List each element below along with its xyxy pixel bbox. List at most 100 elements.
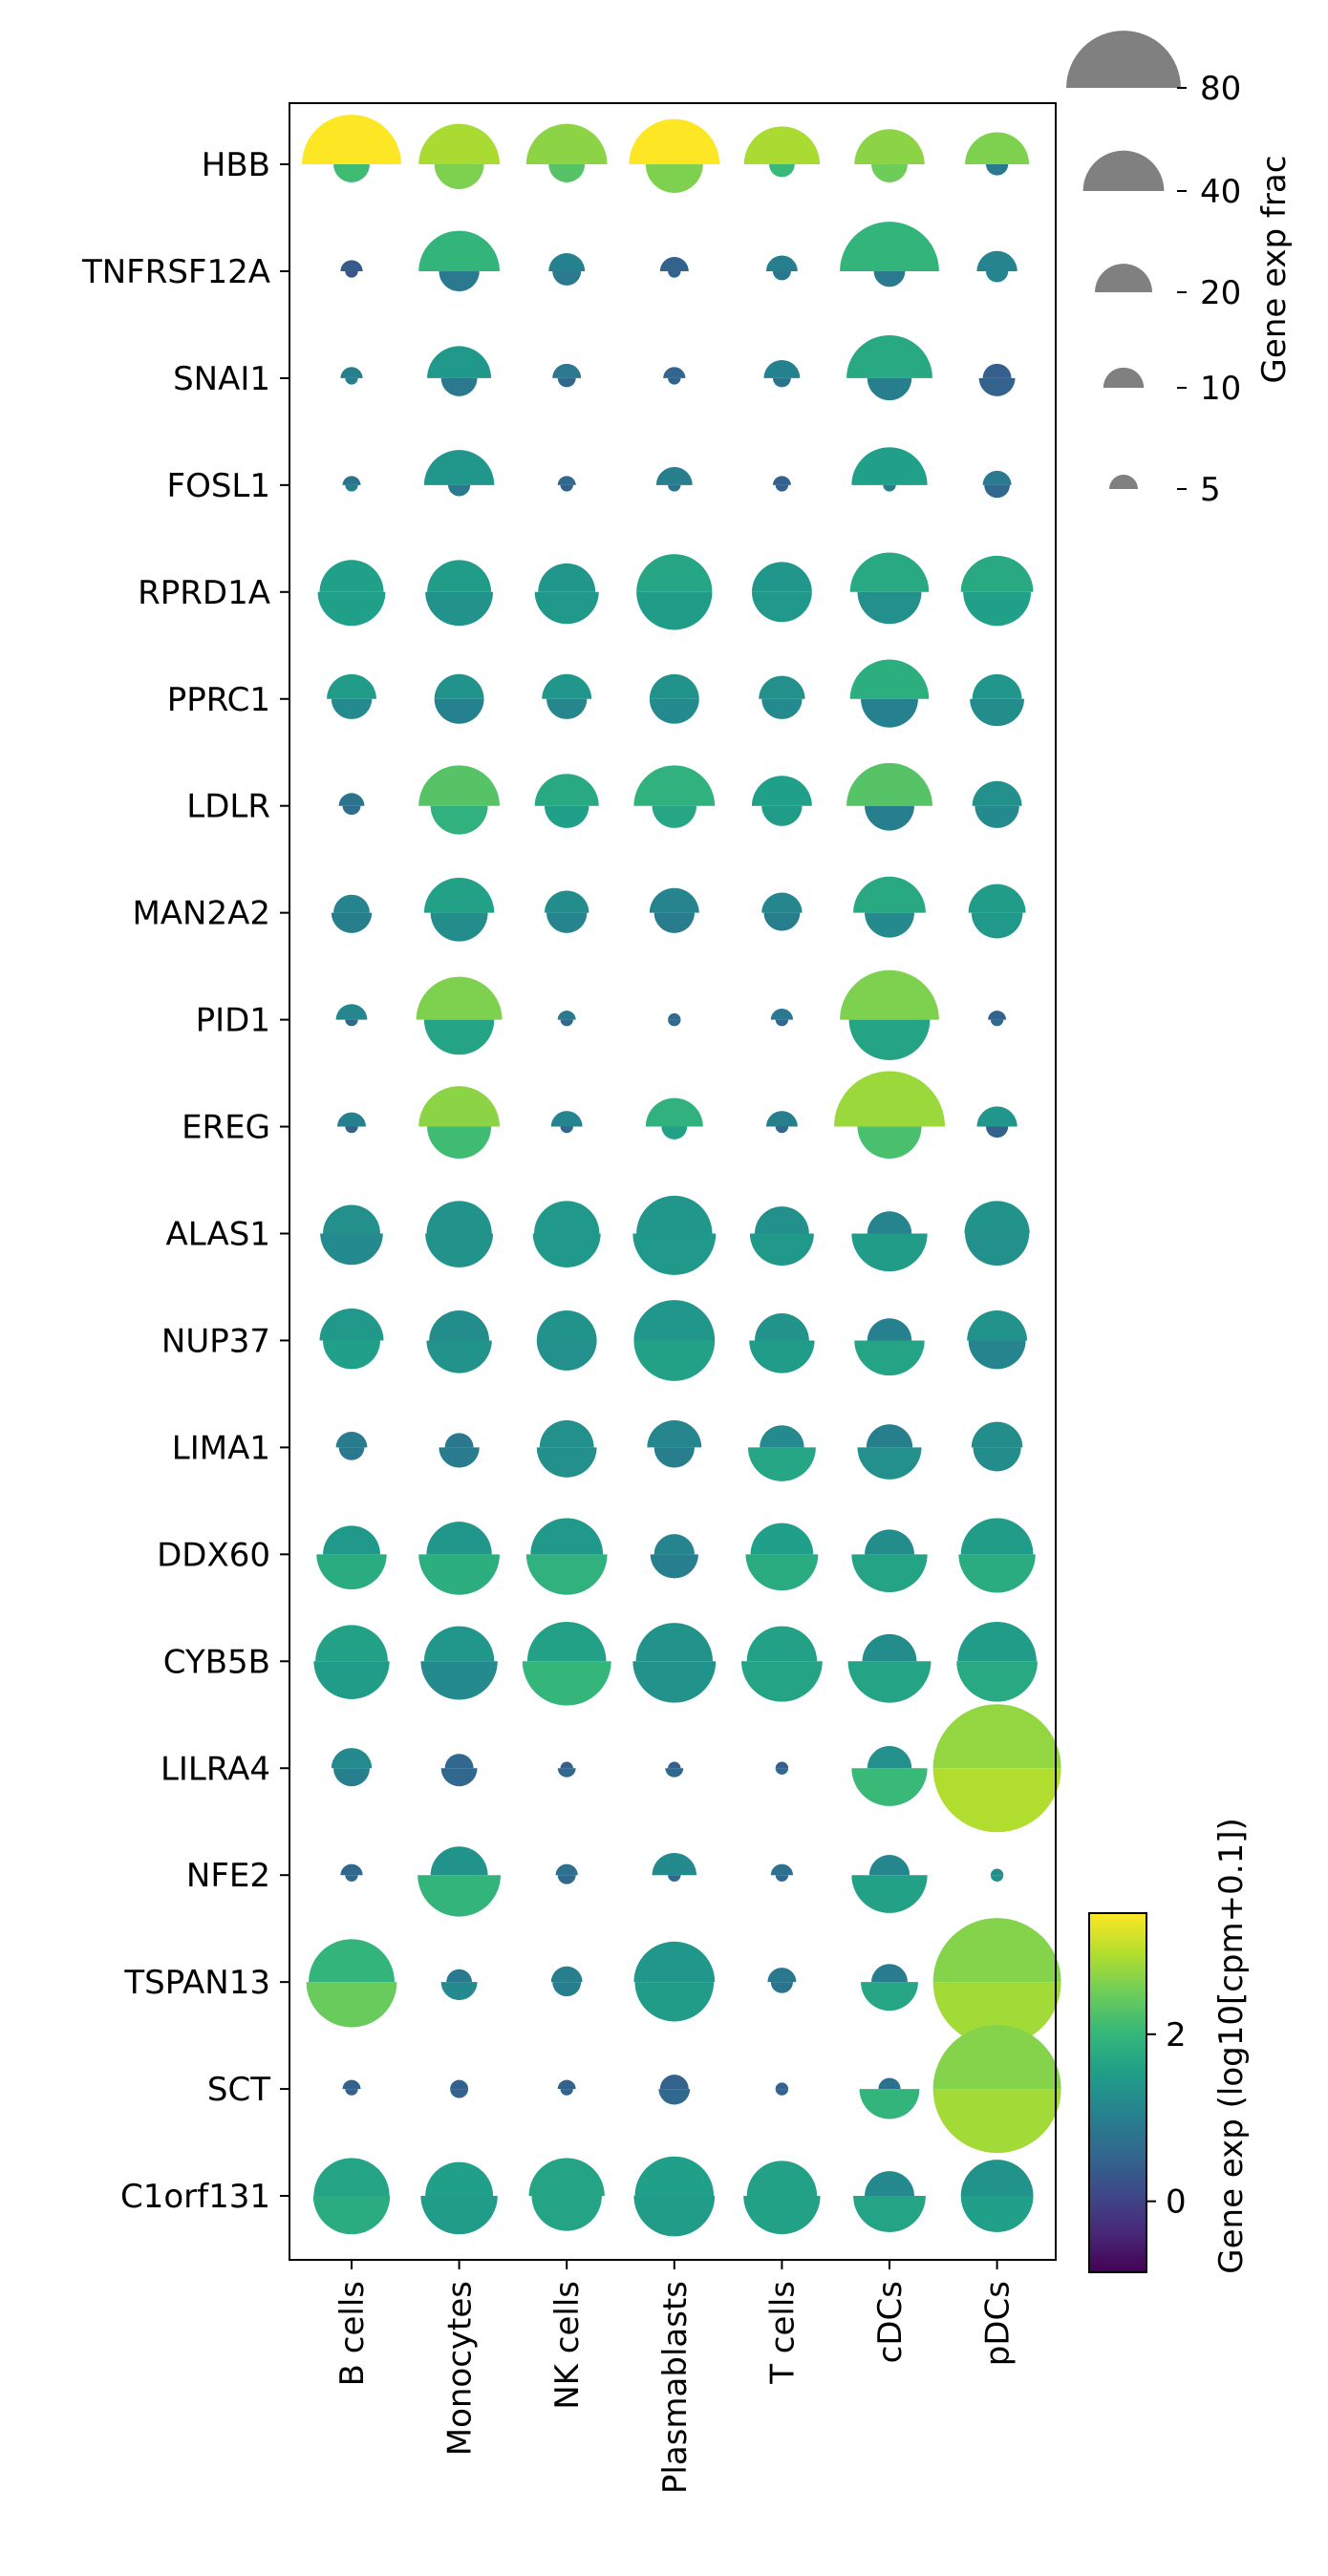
colorbar-label: Gene exp (log10[cpm+0.1]): [1212, 1818, 1251, 2273]
dot-bottom-TNFRSF12A-T-cells: [772, 270, 791, 281]
dot-bottom-CYB5B-Plasmablasts: [632, 1661, 717, 1703]
dot-bottom-ALAS1-Monocytes: [425, 1233, 494, 1267]
dot-bottom-DDX60-pDCs: [958, 1554, 1036, 1593]
gene-label: PID1: [196, 1002, 270, 1040]
dot-bottom-DDX60-NK-cells: [525, 1554, 608, 1595]
dot-bottom-TSPAN13-T-cells: [770, 1982, 794, 1993]
dot-bottom-MAN2A2-T-cells: [763, 912, 801, 931]
gene-label: PPRC1: [167, 681, 270, 719]
dot-top-PPRC1-NK-cells: [542, 673, 592, 699]
dot-top-MAN2A2-Monocytes: [423, 877, 495, 913]
dot-top-RPRD1A-NK-cells: [538, 563, 596, 592]
dot-top-ALAS1-NK-cells: [534, 1201, 600, 1234]
colorbar-tick-label: 2: [1166, 2016, 1187, 2054]
dot-bottom-LIMA1-Plasmablasts: [653, 1447, 695, 1468]
dot-top-PPRC1-pDCs: [972, 673, 1022, 699]
dot-top-SNAI1-Plasmablasts: [663, 367, 686, 378]
dot-bottom-PPRC1-cDCs: [861, 698, 918, 728]
dot-bottom-LIMA1-NK-cells: [536, 1447, 597, 1478]
dot-top-NUP37-Monocytes: [429, 1310, 490, 1341]
dot-bottom-MAN2A2-B-cells: [331, 912, 373, 933]
dot-bottom-ALAS1-NK-cells: [532, 1233, 601, 1267]
dot-top-PID1-NK-cells: [557, 1011, 576, 1020]
dot-bottom-EREG-cDCs: [857, 1126, 922, 1160]
plot-frame: [289, 102, 1057, 2261]
dot-top-NFE2-cDCs: [868, 1855, 910, 1876]
dot-top-TSPAN13-NK-cells: [550, 1966, 583, 1983]
gene-label: FOSL1: [167, 467, 270, 505]
dot-bottom-LILRA4-pDCs: [932, 1768, 1061, 1833]
dot-top-CYB5B-Monocytes: [423, 1626, 495, 1662]
dot-bottom-NUP37-B-cells: [323, 1340, 380, 1370]
dot-bottom-RPRD1A-B-cells: [317, 591, 386, 627]
dot-bottom-MAN2A2-pDCs: [971, 912, 1023, 939]
dot-bottom-FOSL1-cDCs: [883, 484, 896, 492]
dot-bottom-NFE2-T-cells: [775, 1875, 789, 1882]
dot-bottom-SNAI1-Plasmablasts: [668, 377, 681, 385]
dot-bottom-HBB-Monocytes: [434, 164, 484, 189]
gene-axis: HBB TNFRSF12A SNAI1 FOSL1 RPRD1A PPRC1 LDLR MAN…: [81, 146, 289, 2216]
size-legend-label: 40: [1200, 173, 1241, 211]
gene-label: CYB5B: [163, 1643, 270, 1681]
dot-bottom-TNFRSF12A-NK-cells: [552, 270, 582, 286]
dot-bottom-ALAS1-Plasmablasts: [632, 1233, 717, 1275]
dot-top-FOSL1-B-cells: [342, 476, 361, 485]
dot-bottom-SCT-cDCs: [859, 2089, 920, 2119]
dot-bottom-DDX60-T-cells: [745, 1554, 819, 1591]
dot-top-MAN2A2-NK-cells: [544, 890, 589, 913]
dot-bottom-NUP37-Monocytes: [426, 1340, 492, 1373]
dot-top-TNFRSF12A-cDCs: [840, 222, 939, 271]
dot-bottom-NFE2-NK-cells: [557, 1875, 576, 1884]
dot-bottom-CYB5B-pDCs: [956, 1661, 1038, 1702]
dot-bottom-MAN2A2-Monocytes: [430, 912, 488, 942]
dot-top-SNAI1-pDCs: [982, 363, 1012, 378]
dot-bottom-FOSL1-NK-cells: [560, 484, 573, 492]
dot-top-PID1-cDCs: [840, 969, 939, 1020]
colorbar-tick-label: 0: [1166, 2183, 1187, 2222]
dot-top-HBB-Monocytes: [418, 123, 500, 164]
dot-top-LILRA4-Monocytes: [444, 1754, 474, 1769]
dot-bottom-NFE2-Plasmablasts: [668, 1875, 681, 1882]
dot-top-CYB5B-Plasmablasts: [635, 1623, 713, 1662]
dot-top-NFE2-pDCs: [990, 1868, 1004, 1876]
dot-top-HBB-T-cells: [743, 126, 821, 164]
dot-bottom-SNAI1-B-cells: [345, 377, 358, 385]
dot-top-NFE2-T-cells: [770, 1863, 794, 1876]
dot-top-NFE2-NK-cells: [555, 1863, 578, 1876]
dot-bottom-RPRD1A-NK-cells: [534, 591, 599, 625]
gene-label: LILRA4: [161, 1750, 270, 1788]
dot-top-TSPAN13-Monocytes: [446, 1969, 472, 1983]
gene-label: NUP37: [161, 1322, 270, 1360]
dot-top-TNFRSF12A-pDCs: [976, 250, 1017, 271]
dot-top-NUP37-B-cells: [319, 1308, 384, 1341]
gene-label: DDX60: [157, 1536, 270, 1574]
dot-top-PPRC1-Monocytes: [434, 673, 484, 699]
dot-bottom-NUP37-T-cells: [749, 1340, 815, 1373]
dot-top-SCT-Monocytes: [450, 2079, 469, 2090]
dot-top-EREG-cDCs: [833, 1071, 946, 1127]
dot-bottom-DDX60-Monocytes: [418, 1554, 500, 1595]
dot-top-TNFRSF12A-NK-cells: [548, 252, 586, 271]
dot-bottom-LDLR-T-cells: [761, 805, 803, 826]
dot-bottom-TSPAN13-Plasmablasts: [634, 1982, 715, 2022]
dot-top-FOSL1-NK-cells: [557, 476, 576, 485]
size-legend: Gene exp frac 80 40 20 10 5: [1066, 31, 1294, 509]
dot-bottom-EREG-NK-cells: [560, 1126, 573, 1134]
size-legend-label: 5: [1200, 471, 1221, 509]
dot-bottom-HBB-cDCs: [871, 164, 908, 182]
colorbar: Gene exp (log10[cpm+0.1]) 0 2: [1088, 1818, 1251, 2274]
dot-bottom-FOSL1-Plasmablasts: [668, 484, 681, 492]
gene-label: TNFRSF12A: [81, 253, 270, 291]
dot-top-MAN2A2-cDCs: [853, 876, 926, 913]
dot-bottom-SNAI1-NK-cells: [557, 377, 576, 388]
dot-bottom-SCT-NK-cells: [560, 2089, 573, 2096]
dot-bottom-LDLR-B-cells: [342, 805, 361, 816]
dot-top-DDX60-NK-cells: [530, 1518, 604, 1555]
dot-top-C1orf131-NK-cells: [528, 2158, 605, 2197]
dot-top-NUP37-pDCs: [967, 1310, 1028, 1341]
dot-top-PID1-Plasmablasts: [668, 1012, 681, 1020]
dot-top-FOSL1-pDCs: [982, 470, 1012, 485]
dot-top-PPRC1-Plasmablasts: [649, 673, 699, 699]
dot-top-ALAS1-cDCs: [867, 1211, 912, 1234]
dot-top-ALAS1-Monocytes: [426, 1201, 492, 1234]
